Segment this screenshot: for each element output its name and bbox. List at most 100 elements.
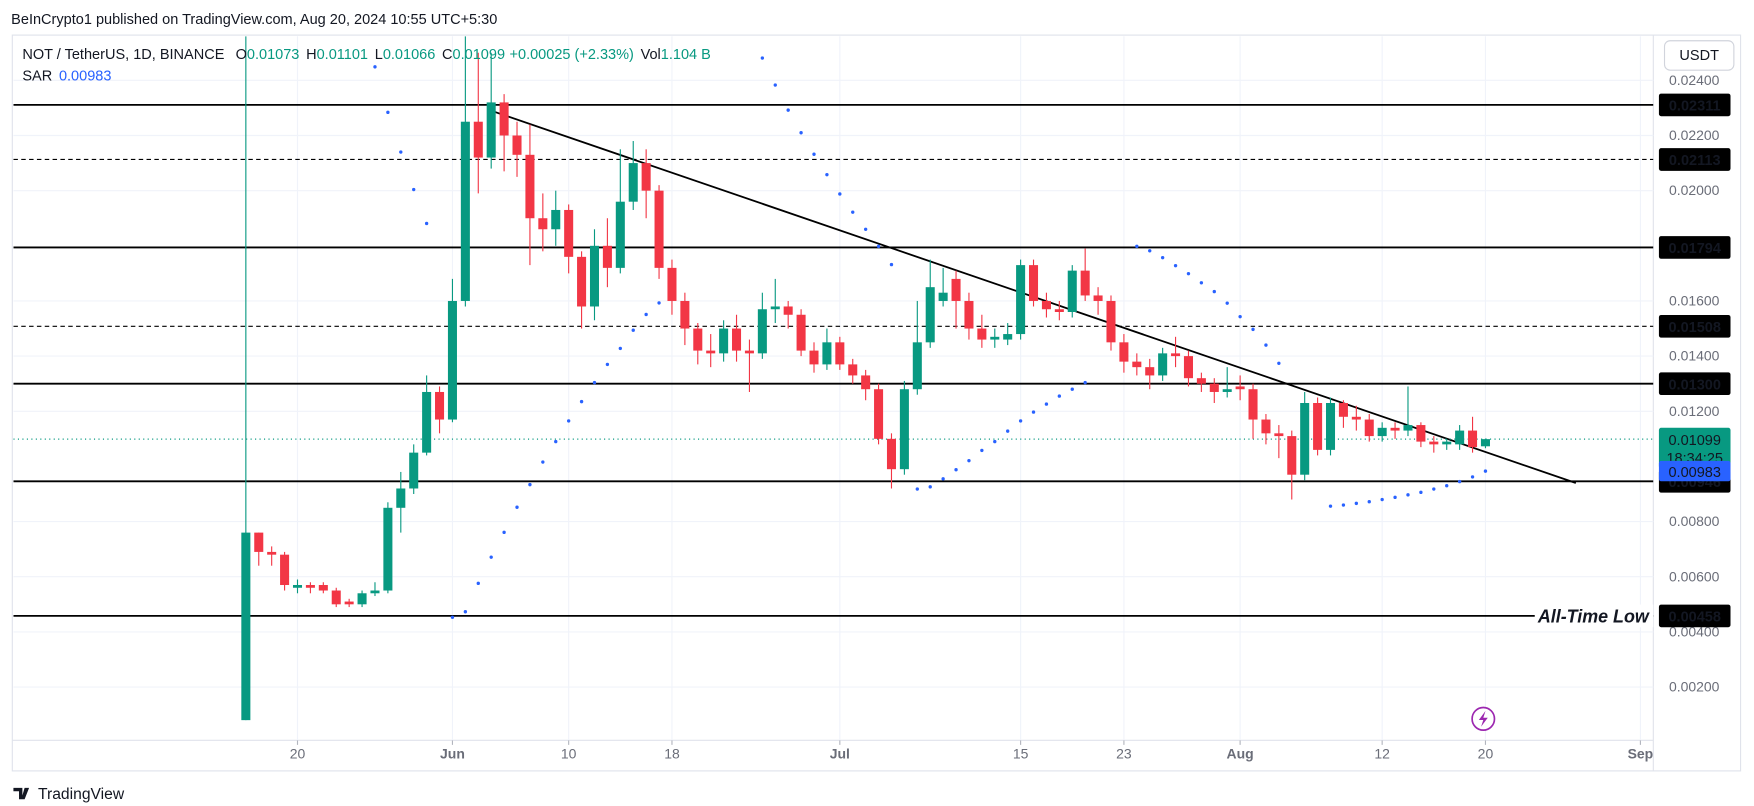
candle-body bbox=[822, 342, 832, 365]
sar-dot bbox=[812, 152, 816, 156]
sar-dot bbox=[851, 210, 855, 214]
candle-body bbox=[1222, 389, 1232, 392]
candle-body bbox=[499, 102, 509, 136]
sar-dot bbox=[1057, 394, 1062, 398]
currency-button[interactable]: USDT bbox=[1663, 40, 1735, 71]
y-tick-label: 0.01400 bbox=[1669, 348, 1720, 364]
level-label: 0.02113 bbox=[1669, 153, 1721, 169]
candle-body bbox=[1429, 441, 1439, 445]
sar-dot bbox=[592, 380, 597, 385]
sar-dot bbox=[1238, 314, 1242, 319]
x-tick-label: 20 bbox=[1478, 745, 1494, 761]
sar-dot bbox=[476, 581, 480, 586]
alert-icon[interactable] bbox=[1471, 706, 1496, 732]
sar-dot bbox=[1354, 501, 1359, 506]
sar-dot bbox=[644, 312, 648, 317]
currency-button-box[interactable] bbox=[1663, 40, 1735, 71]
candle-body bbox=[1377, 427, 1387, 437]
sar-dot bbox=[838, 192, 842, 196]
sar-value: 0.00983 bbox=[59, 68, 111, 84]
x-tick-label: 12 bbox=[1374, 745, 1390, 761]
sar-dot bbox=[515, 505, 519, 509]
candle-body bbox=[564, 209, 574, 257]
level-label: 0.01300 bbox=[1668, 377, 1720, 393]
sar-dot bbox=[373, 65, 377, 69]
candle-body bbox=[1300, 403, 1310, 475]
candle-body bbox=[1248, 389, 1258, 420]
x-tick-label: Sep bbox=[1628, 745, 1654, 761]
level-label: 0.01794 bbox=[1668, 241, 1721, 257]
sar-dot bbox=[1031, 410, 1036, 414]
candle-body bbox=[1403, 425, 1413, 431]
candle-body bbox=[1416, 425, 1426, 442]
sar-dot bbox=[1212, 289, 1216, 294]
sar-dot bbox=[1470, 475, 1475, 479]
candle-body bbox=[1313, 403, 1323, 450]
candle-body bbox=[1480, 439, 1490, 447]
candle-body bbox=[1235, 386, 1245, 390]
sar-dot bbox=[566, 419, 571, 423]
candle-body bbox=[680, 300, 690, 329]
candle-body bbox=[1028, 265, 1039, 301]
candle-body bbox=[331, 590, 341, 605]
sar-dot bbox=[1367, 500, 1371, 504]
level-label: 0.00458 bbox=[1668, 609, 1720, 625]
x-tick-label: 23 bbox=[1116, 745, 1132, 761]
grid bbox=[13, 36, 1654, 741]
current-price-box bbox=[1658, 427, 1731, 469]
sar-dot bbox=[1445, 484, 1449, 488]
sar-dot bbox=[1328, 504, 1333, 508]
candle-body bbox=[318, 585, 328, 591]
candle-body bbox=[744, 350, 754, 354]
sar-dot bbox=[1406, 493, 1410, 497]
candle-body bbox=[383, 507, 393, 591]
plot-area: All-Time Low bbox=[13, 36, 1654, 721]
candle-body bbox=[1261, 419, 1271, 434]
candle-body bbox=[951, 278, 961, 301]
sar-dot bbox=[863, 227, 868, 231]
high-label: H bbox=[306, 47, 316, 63]
sar-dot bbox=[631, 328, 635, 332]
alert-icon-bolt[interactable] bbox=[1478, 710, 1488, 727]
candle-body bbox=[809, 350, 819, 365]
sar-dot bbox=[1006, 429, 1010, 433]
sar-dot bbox=[1264, 343, 1268, 347]
sar-dot bbox=[399, 150, 403, 154]
candle-body bbox=[1274, 433, 1284, 437]
candle-body bbox=[447, 300, 457, 420]
candle-body bbox=[990, 336, 1000, 340]
candle-body bbox=[1132, 361, 1142, 368]
candle-body bbox=[641, 163, 651, 191]
candle-body bbox=[1119, 342, 1129, 362]
candle-body bbox=[693, 328, 703, 351]
candle-body bbox=[1196, 378, 1206, 384]
sar-dot bbox=[876, 244, 881, 249]
sar-dot bbox=[1380, 497, 1384, 502]
y-tick-label: 0.00800 bbox=[1669, 513, 1720, 529]
sar-dot bbox=[1483, 469, 1488, 473]
sar-dot bbox=[760, 56, 765, 60]
candle-body bbox=[1158, 353, 1168, 376]
sar-dot bbox=[1135, 244, 1139, 249]
candle-body bbox=[280, 554, 290, 586]
level-label-box bbox=[1658, 148, 1731, 171]
sar-dot bbox=[967, 458, 971, 463]
candle-body bbox=[874, 389, 884, 439]
sar-dot bbox=[1070, 387, 1074, 391]
footer-logo: TradingView bbox=[13, 786, 125, 803]
currency-button-label[interactable]: USDT bbox=[1679, 48, 1719, 64]
candle-body bbox=[538, 218, 548, 230]
candle-body bbox=[912, 342, 922, 390]
sar-dot bbox=[618, 346, 622, 351]
level-label-box bbox=[1658, 604, 1731, 628]
candle-body bbox=[1287, 436, 1297, 475]
sar-dot bbox=[424, 221, 429, 226]
candle-body bbox=[1209, 383, 1219, 392]
sar-dot bbox=[889, 262, 894, 267]
candle-body bbox=[1183, 356, 1193, 379]
sar-dot bbox=[463, 610, 468, 614]
candle-body bbox=[1390, 427, 1400, 431]
candle-body bbox=[292, 585, 303, 588]
